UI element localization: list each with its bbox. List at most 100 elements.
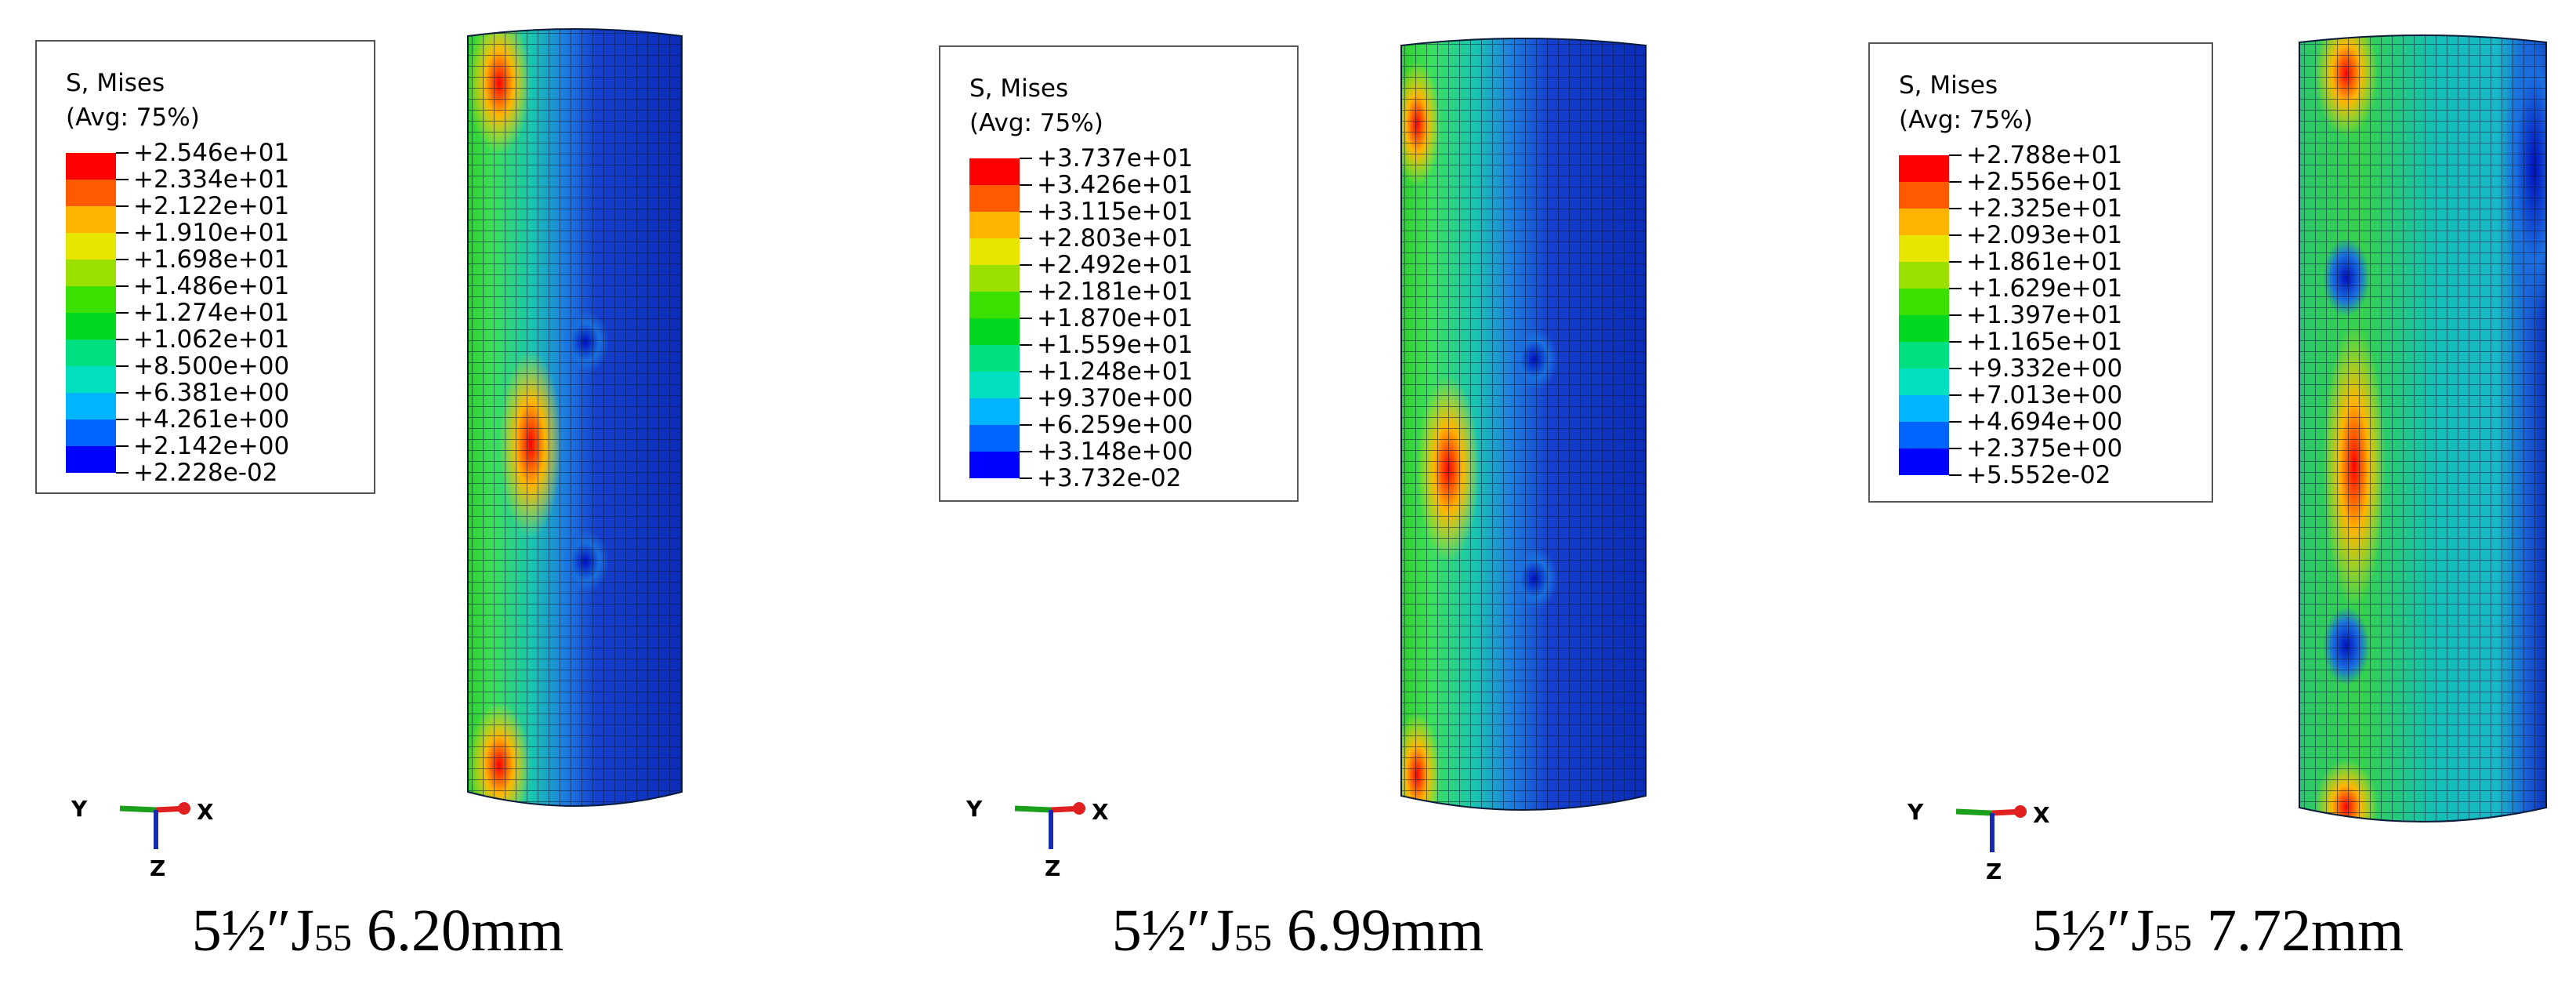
legend-level: +2.093e+01 [1966, 221, 2122, 249]
legend-subtitle: (Avg: 75%) [1899, 106, 2033, 134]
legend-level: +4.694e+00 [1966, 408, 2122, 436]
caption-grade: 55 [2154, 917, 2192, 959]
color-band [1899, 369, 1949, 395]
color-band [1899, 395, 1949, 422]
color-band [66, 260, 116, 286]
color-band [66, 286, 116, 313]
triad-origin [2014, 805, 2027, 818]
legend-level: +3.426e+01 [1037, 171, 1193, 199]
color-band [1899, 448, 1949, 475]
panel: S, Mises(Avg: 75%)+2.788e+01+2.556e+01+2… [1868, 34, 2547, 964]
panel: S, Mises(Avg: 75%)+3.737e+01+3.426e+01+3… [939, 38, 1647, 964]
color-band [66, 233, 116, 260]
legend-level: +2.556e+01 [1966, 168, 2122, 196]
legend-level: +1.910e+01 [133, 219, 289, 247]
triad-y [119, 805, 157, 813]
color-band [1899, 182, 1949, 209]
legend-level: +2.142e+00 [133, 432, 289, 460]
legend-level: +1.629e+01 [1966, 274, 2122, 303]
legend-level: +2.181e+01 [1037, 278, 1193, 306]
legend-level: +3.732e-02 [1037, 464, 1181, 492]
legend-level: +1.486e+01 [133, 272, 289, 300]
triad-label: Z [1986, 859, 2002, 884]
color-band [969, 345, 1020, 372]
mesh [2299, 35, 2546, 822]
triad-label: X [2033, 802, 2050, 828]
legend-level: +2.228e-02 [133, 459, 277, 487]
color-band [969, 425, 1020, 452]
legend-level: +1.397e+01 [1966, 301, 2122, 329]
legend-title: S, Mises [969, 74, 1068, 103]
legend-level: +2.788e+01 [1966, 141, 2122, 169]
legend-level: +1.559e+01 [1037, 331, 1193, 359]
legend-subtitle: (Avg: 75%) [969, 109, 1103, 137]
triad-y [1014, 805, 1052, 813]
cylinder [2299, 35, 2546, 822]
cylinder-outline [2299, 34, 2547, 822]
color-band [1899, 235, 1949, 262]
legend-title: S, Mises [1899, 71, 1998, 100]
mesh [468, 29, 682, 806]
cylinder [1401, 38, 1646, 810]
caption-grade: 55 [1234, 917, 1272, 959]
legend-level: +2.334e+01 [133, 165, 289, 194]
legend-level: +4.261e+00 [133, 405, 289, 434]
color-band [66, 180, 116, 206]
axis-triad: Y X Z [1907, 799, 2050, 884]
caption: 5½″J55 6.20mm [192, 898, 563, 964]
color-band [1899, 209, 1949, 235]
axis-triad: Y X Z [71, 796, 214, 881]
caption: 5½″J55 7.72mm [2032, 898, 2404, 964]
caption-prefix: 5½″J [192, 898, 314, 964]
color-band [969, 452, 1020, 478]
color-band [969, 292, 1020, 318]
color-band [969, 158, 1020, 185]
color-band [66, 313, 116, 339]
color-band [1899, 422, 1949, 448]
legend-level: +9.370e+00 [1037, 384, 1193, 412]
legend-level: +1.698e+01 [133, 245, 289, 274]
mesh [1401, 38, 1646, 810]
legend-subtitle: (Avg: 75%) [66, 103, 200, 132]
color-band [1899, 262, 1949, 289]
color-band [969, 212, 1020, 238]
legend-level: +2.325e+01 [1966, 194, 2122, 223]
color-band [66, 153, 116, 180]
color-band [66, 366, 116, 393]
color-band [969, 372, 1020, 398]
legend-title: S, Mises [66, 69, 165, 97]
legend-level: +2.546e+01 [133, 139, 289, 167]
color-band [66, 339, 116, 366]
legend-level: +6.381e+00 [133, 379, 289, 407]
legend-level: +3.737e+01 [1037, 144, 1193, 172]
cylinder-outline [1400, 38, 1647, 811]
legend-level: +7.013e+00 [1966, 381, 2122, 409]
legend-level: +3.115e+01 [1037, 198, 1193, 226]
triad-label: X [1092, 799, 1109, 825]
legend-level: +9.332e+00 [1966, 354, 2122, 383]
color-band [66, 206, 116, 233]
triad-label: Z [1045, 855, 1060, 881]
caption-grade: 55 [314, 917, 352, 959]
color-band [66, 446, 116, 473]
caption-prefix: 5½″J [2032, 898, 2154, 964]
triad-label: X [197, 799, 214, 825]
legend-level: +1.165e+01 [1966, 328, 2122, 356]
panel: S, Mises (Avg: 75%) +2.546e+01+2.334e+01 +2… [35, 28, 683, 964]
axis-triad: Y X Z [966, 796, 1109, 881]
legend-level: +3.148e+00 [1037, 438, 1193, 466]
triad-label: Y [71, 796, 88, 822]
legend-level: +2.492e+01 [1037, 251, 1193, 279]
caption: 5½″J55 6.99mm [1112, 898, 1484, 964]
triad-label: Y [1907, 799, 1924, 825]
color-band [969, 185, 1020, 212]
triad-label: Y [966, 796, 983, 822]
legend-level: +1.248e+01 [1037, 358, 1193, 386]
color-band [969, 238, 1020, 265]
legend-level: +1.274e+01 [133, 299, 289, 327]
color-band [1899, 289, 1949, 315]
legend-level: +2.375e+00 [1966, 434, 2122, 463]
cylinder-outline [467, 28, 683, 807]
color-band [969, 398, 1020, 425]
